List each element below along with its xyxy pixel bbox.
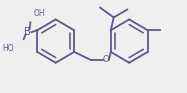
Text: HO: HO xyxy=(2,44,14,53)
Text: OH: OH xyxy=(33,9,45,18)
Text: B: B xyxy=(24,27,31,37)
Text: O: O xyxy=(103,55,109,64)
